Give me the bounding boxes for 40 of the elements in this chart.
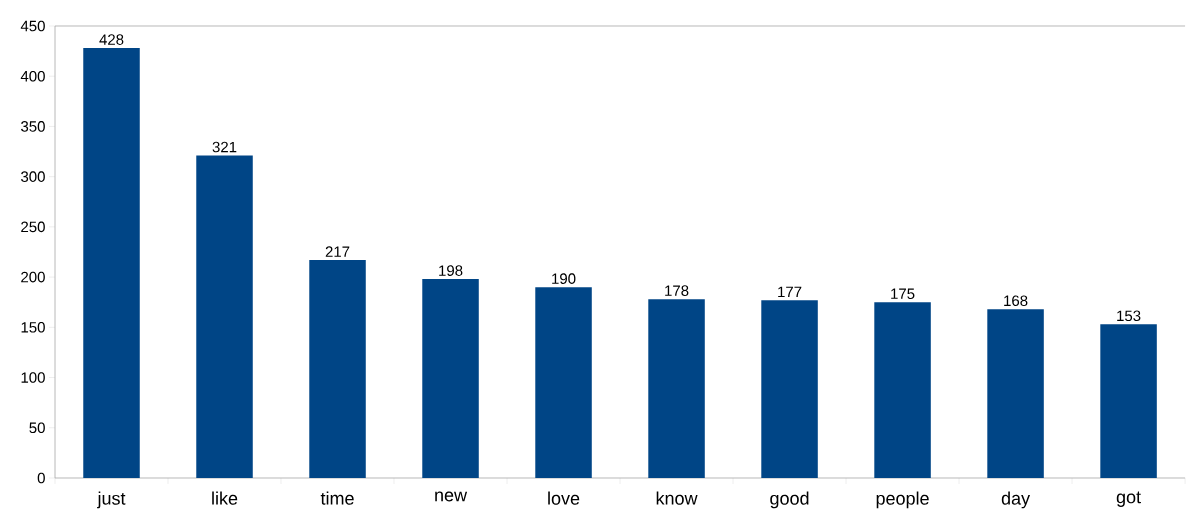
data-label: 153	[1117, 310, 1141, 322]
y-tick-label: 200	[21, 271, 45, 283]
bar	[761, 300, 818, 478]
bar	[83, 48, 140, 478]
data-label: 321	[212, 141, 237, 153]
data-label: 198	[439, 265, 463, 276]
data-label: 178	[665, 285, 689, 296]
x-tick-label: new	[435, 491, 468, 502]
x-tick-label: time	[320, 491, 354, 505]
bar	[535, 287, 592, 478]
bar	[987, 309, 1044, 478]
x-tick-label: love	[548, 491, 580, 505]
x-tick-label: like	[212, 491, 238, 505]
data-label: 168	[1004, 295, 1028, 307]
y-tick-label: 350	[21, 121, 45, 132]
y-tick-label: 50	[29, 422, 45, 434]
y-tick-label: 400	[20, 70, 45, 82]
y-tick-label: 100	[21, 372, 45, 383]
data-label: 217	[325, 246, 350, 257]
data-label: 428	[99, 34, 124, 45]
bar	[1100, 324, 1157, 478]
x-tick-label: people	[876, 491, 929, 509]
x-tick-label: know	[656, 491, 698, 505]
y-tick-label: 0	[37, 472, 45, 484]
bar	[874, 302, 931, 478]
y-tick-label: 450	[20, 20, 45, 32]
x-tick-label: good	[770, 491, 809, 509]
bar	[422, 279, 479, 478]
data-label: 177	[778, 286, 802, 297]
x-tick-label: got	[1116, 491, 1141, 507]
y-tick-label: 250	[21, 221, 45, 233]
bar	[648, 299, 705, 478]
y-tick-label: 150	[21, 322, 45, 333]
data-label: 190	[552, 273, 576, 284]
bar	[309, 260, 366, 478]
data-label: 175	[891, 288, 915, 299]
bar	[196, 155, 253, 478]
y-tick-label: 300	[21, 171, 45, 182]
x-tick-label: day	[1001, 491, 1031, 509]
x-tick-label: just	[97, 491, 126, 509]
